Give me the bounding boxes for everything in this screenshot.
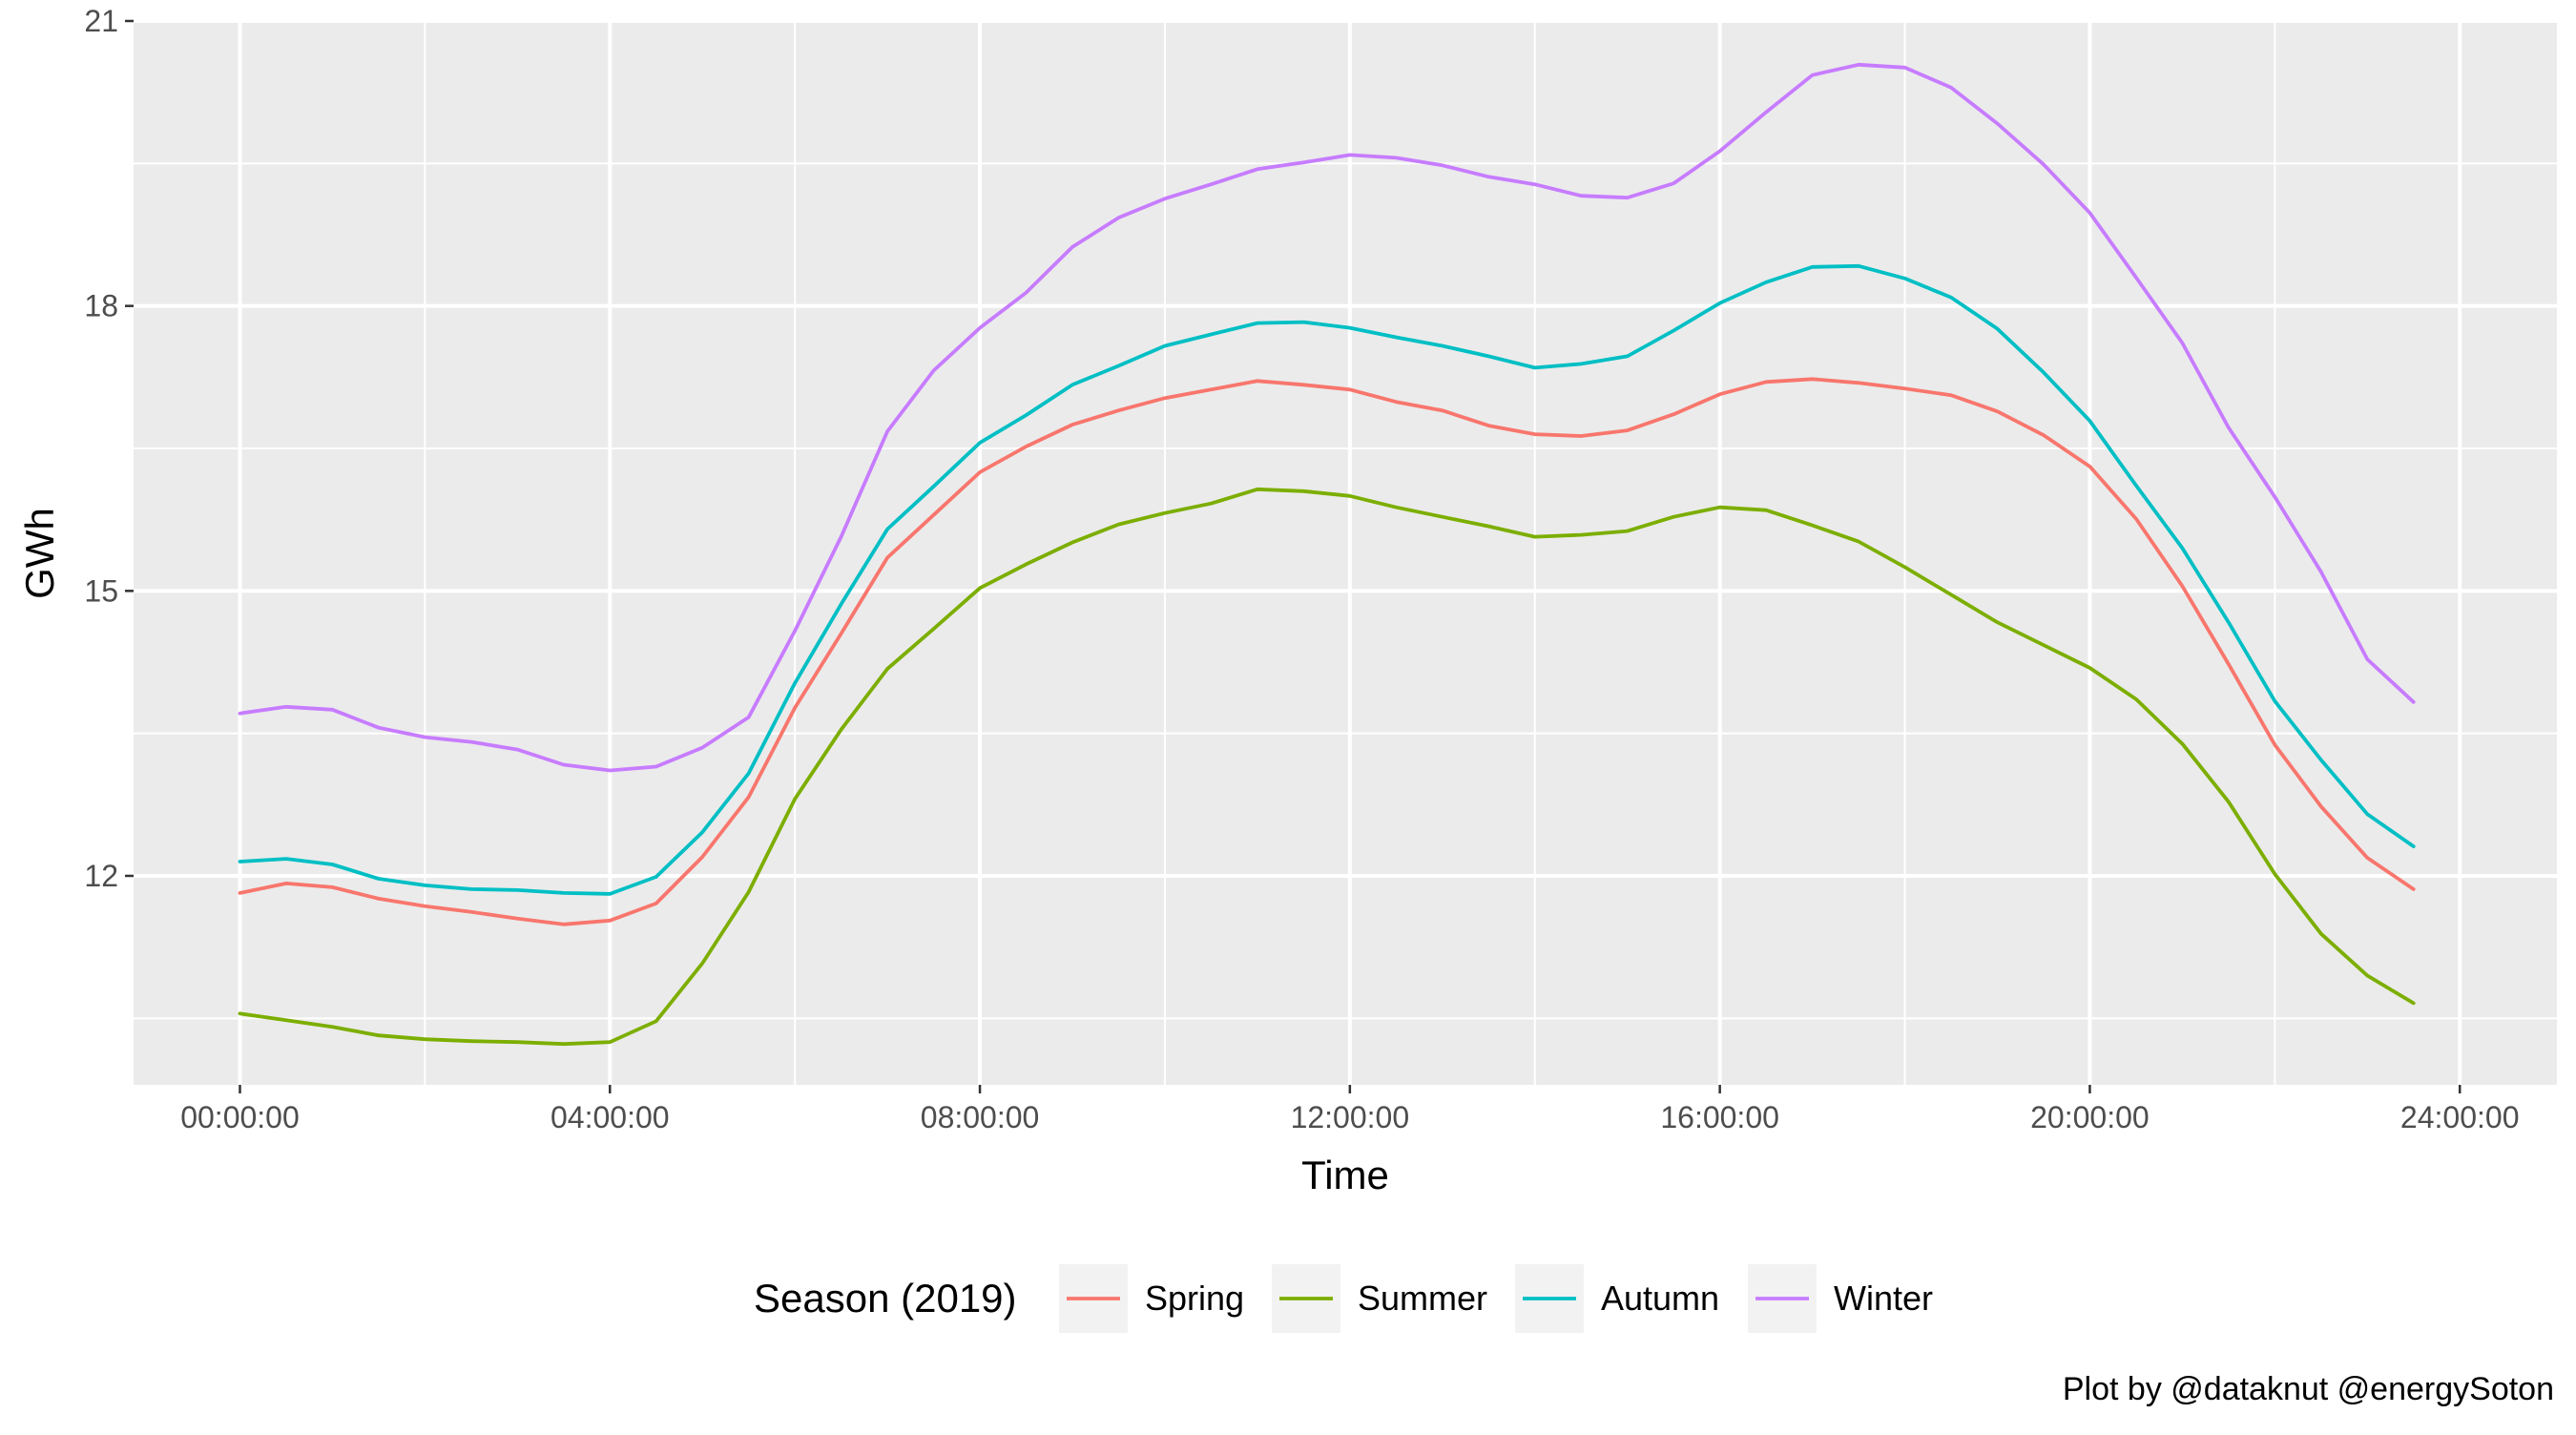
series-line-autumn	[238, 263, 2416, 896]
x-tick-label: 08:00:00	[921, 1100, 1040, 1134]
minor-gridlines	[134, 21, 2557, 1085]
x-tick-label: 04:00:00	[551, 1100, 670, 1134]
axis-tick-labels: 12 15 18 21 00:00:00 04:00:00 08:00:00 12:00:00…	[84, 4, 2519, 1134]
x-tick-label: 20:00:00	[2030, 1100, 2150, 1134]
legend-label: Summer	[1358, 1279, 1487, 1318]
plot-panel	[134, 21, 2557, 1085]
legend: Season (2019) Spring Summer Autumn Winter	[754, 1264, 1933, 1333]
legend-item-autumn: Autumn	[1515, 1264, 1719, 1333]
series-line-spring	[238, 377, 2416, 926]
legend-item-summer: Summer	[1272, 1264, 1487, 1333]
y-tick-label: 15	[84, 573, 118, 608]
chart-caption: Plot by @dataknut @energySoton	[2063, 1371, 2554, 1407]
legend-items: Spring Summer Autumn Winter	[1059, 1264, 1933, 1333]
x-tick-label: 24:00:00	[2400, 1100, 2520, 1134]
x-tick-label: 12:00:00	[1291, 1100, 1410, 1134]
y-axis-title: GWh	[17, 508, 62, 599]
y-tick-label: 18	[84, 289, 118, 323]
legend-label: Autumn	[1601, 1279, 1719, 1318]
series-lines	[238, 62, 2416, 1047]
x-tick-label: 16:00:00	[1660, 1100, 1779, 1134]
x-tick-label: 00:00:00	[180, 1100, 300, 1134]
y-tick-label: 12	[84, 859, 118, 893]
legend-item-spring: Spring	[1059, 1264, 1244, 1333]
legend-item-winter: Winter	[1748, 1264, 1933, 1333]
legend-title: Season (2019)	[754, 1276, 1017, 1321]
major-gridlines	[134, 19, 2557, 1085]
axis-ticks	[125, 19, 2462, 1093]
series-line-winter	[238, 62, 2416, 773]
y-tick-label: 21	[84, 4, 118, 38]
legend-label: Winter	[1834, 1279, 1933, 1318]
series-line-summer	[238, 487, 2416, 1047]
legend-label: Spring	[1145, 1279, 1244, 1318]
x-axis-title: Time	[1301, 1153, 1389, 1197]
